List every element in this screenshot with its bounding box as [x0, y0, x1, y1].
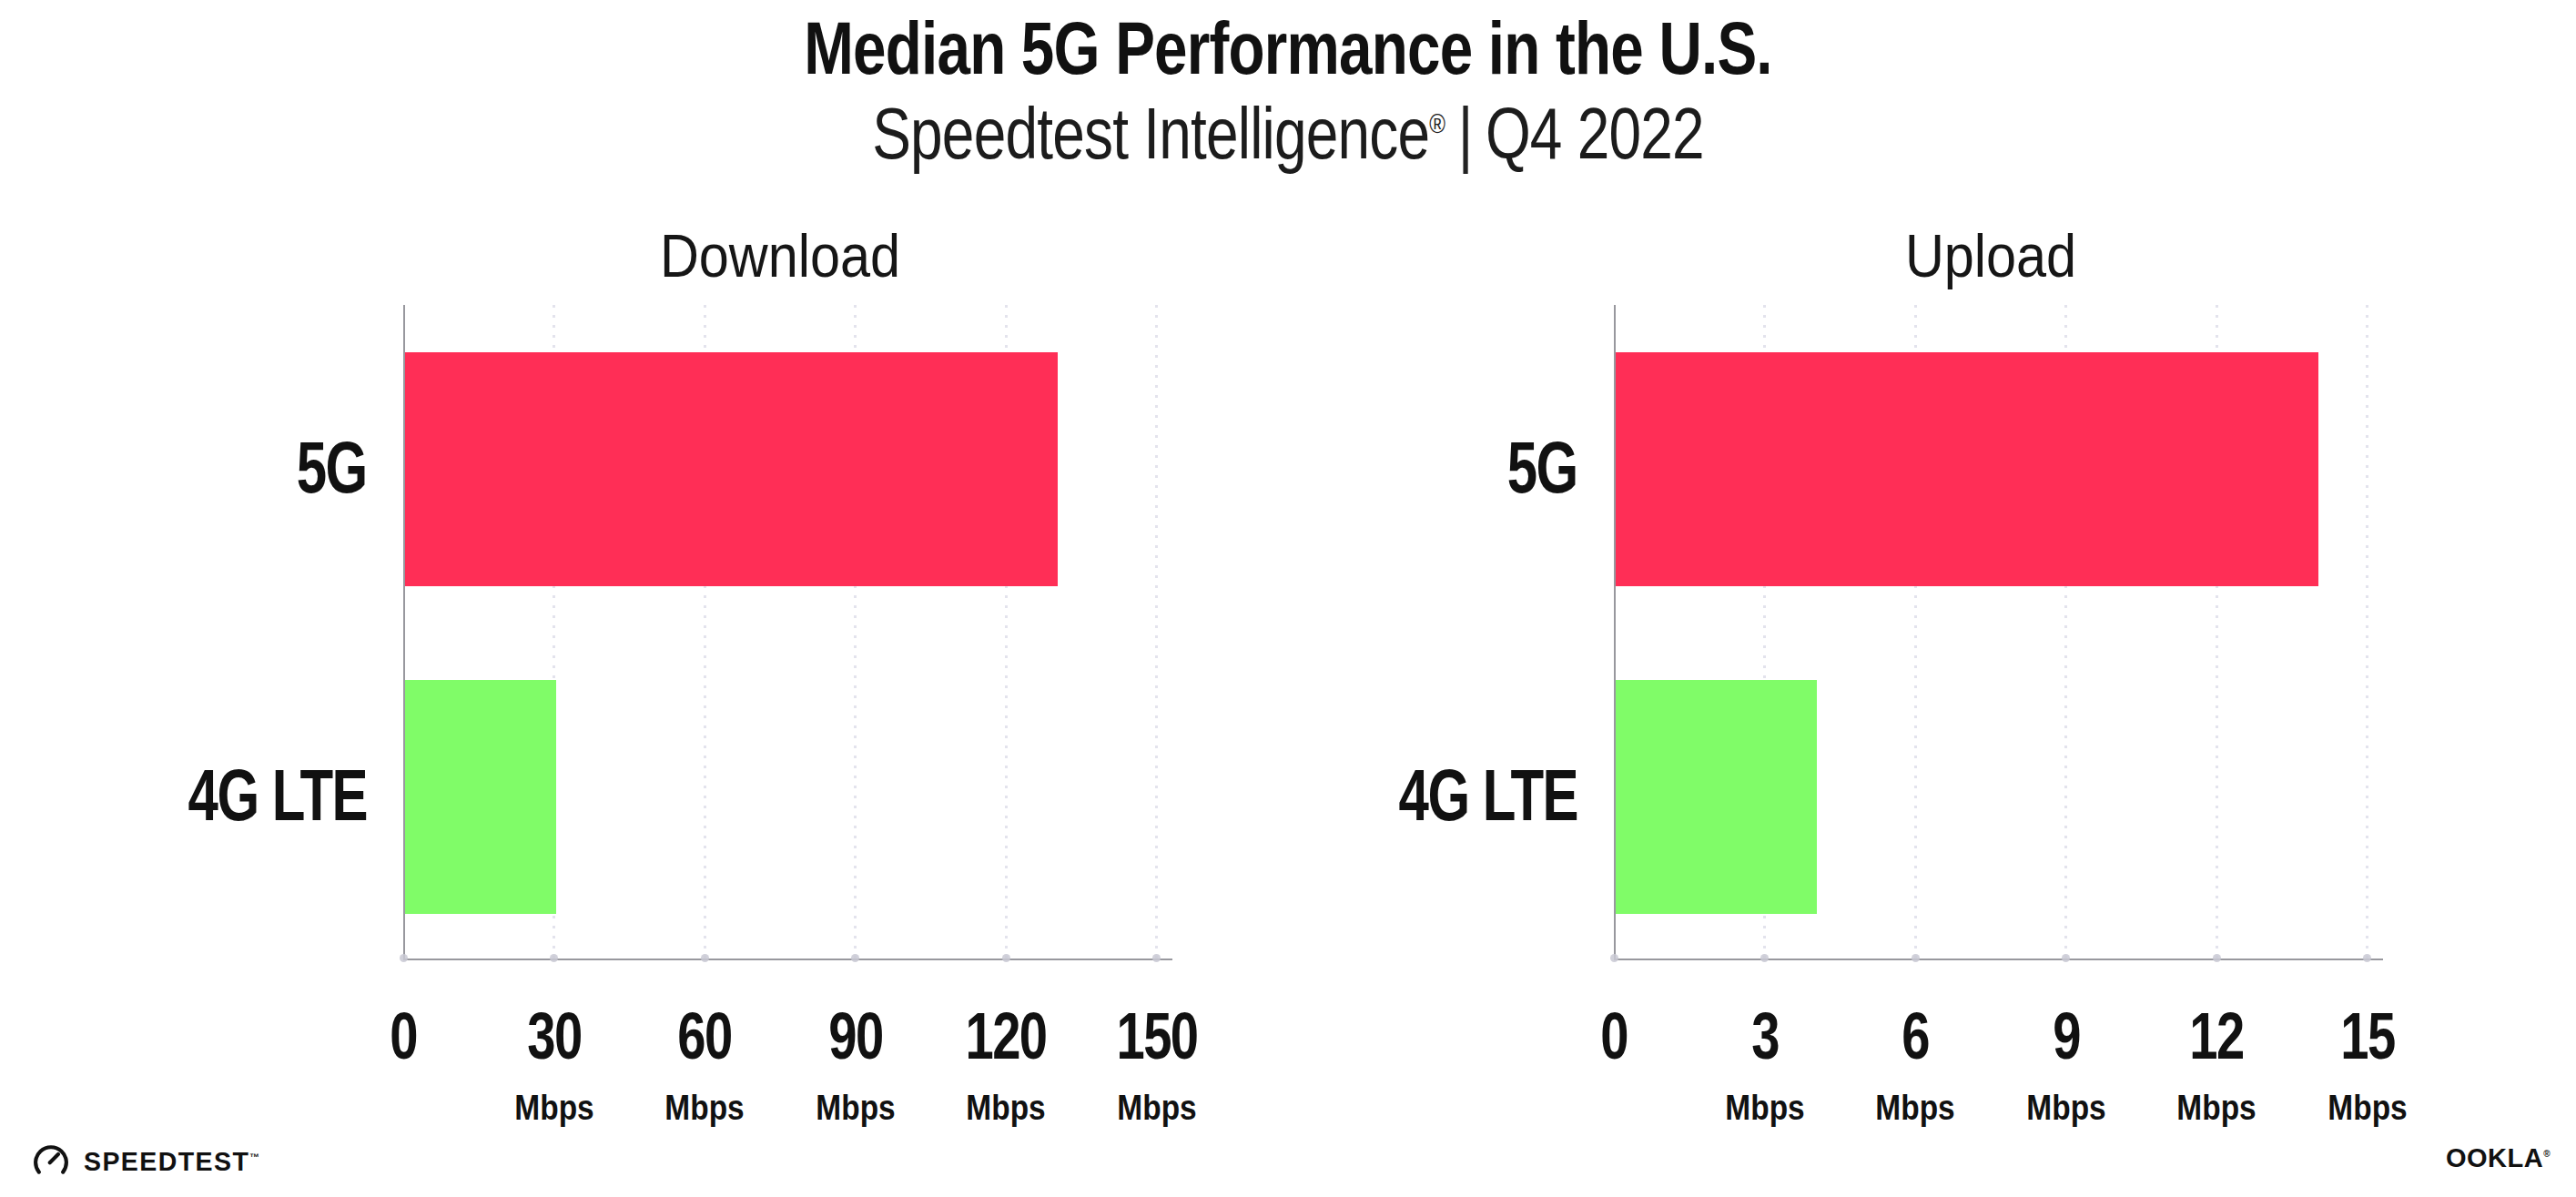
axis-tick-dot-download-120: [1002, 954, 1010, 962]
axis-tick-dot-upload-6: [1912, 954, 1920, 962]
axis-tick-dot-download-0: [400, 954, 408, 962]
plot-area-download: [403, 305, 1172, 959]
speedtest-logo: SPEEDTEST™: [31, 1141, 269, 1182]
subtitle-period: Q4 2022: [1486, 93, 1704, 174]
axis-tick-dot-upload-3: [1760, 954, 1769, 962]
x-tick-label-upload-9: 9: [2053, 1003, 2080, 1069]
axis-tick-dot-upload-15: [2363, 954, 2371, 962]
x-tick-unit-upload-9: Mbps: [2026, 1090, 2105, 1125]
x-tick-label-download-90: 90: [828, 1003, 882, 1069]
category-label-upload-4g-lte: 4G LTE: [1398, 759, 1577, 832]
x-tick-unit-download-90: Mbps: [816, 1090, 895, 1125]
axis-tick-dot-download-90: [851, 954, 859, 962]
chart-title-download: Download: [660, 226, 900, 286]
category-label-upload-5g: 5G: [1507, 431, 1577, 504]
axis-tick-dot-upload-12: [2213, 954, 2221, 962]
page-subtitle: Speedtest Intelligence®|Q4 2022: [872, 94, 1704, 174]
x-tick-label-upload-12: 12: [2189, 1003, 2243, 1069]
x-tick-label-download-60: 60: [677, 1003, 731, 1069]
page-title: Median 5G Performance in the U.S.: [804, 11, 1772, 86]
x-tick-unit-upload-12: Mbps: [2176, 1090, 2256, 1125]
axis-tick-dot-upload-0: [1610, 954, 1618, 962]
x-axis-line-upload: [1614, 959, 2383, 960]
gridline-upload-15: [2366, 305, 2368, 959]
x-tick-label-upload-3: 3: [1751, 1003, 1779, 1069]
x-axis-line-download: [403, 959, 1172, 960]
x-tick-label-download-150: 150: [1116, 1003, 1197, 1069]
trademark-mark: ™: [249, 1151, 260, 1162]
x-tick-unit-upload-15: Mbps: [2328, 1090, 2407, 1125]
bar-upload-5g: [1616, 352, 2318, 586]
chart-title-upload: Upload: [1905, 226, 2076, 286]
bar-download-4g-lte: [405, 680, 556, 914]
x-tick-unit-download-60: Mbps: [664, 1090, 744, 1125]
axis-tick-dot-download-30: [550, 954, 558, 962]
speedtest-wordmark: SPEEDTEST™: [84, 1148, 260, 1175]
speedtest-gauge-icon: [31, 1141, 71, 1182]
bar-download-5g: [405, 352, 1058, 586]
x-tick-unit-download-150: Mbps: [1117, 1090, 1196, 1125]
x-tick-unit-download-120: Mbps: [966, 1090, 1045, 1125]
axis-tick-dot-upload-9: [2062, 954, 2070, 962]
subtitle-separator: |: [1445, 93, 1486, 174]
axis-tick-dot-download-150: [1152, 954, 1161, 962]
axis-tick-dot-download-60: [701, 954, 709, 962]
category-label-download-5g: 5G: [297, 431, 367, 504]
gridline-download-150: [1155, 305, 1158, 959]
x-tick-label-upload-15: 15: [2340, 1003, 2394, 1069]
ookla-logo: OOKLA®: [2446, 1145, 2551, 1172]
subtitle-brand: Speedtest Intelligence: [872, 93, 1429, 174]
x-tick-unit-upload-6: Mbps: [1875, 1090, 1954, 1125]
plot-area-upload: [1614, 305, 2383, 959]
category-label-download-4g-lte: 4G LTE: [188, 759, 367, 832]
ookla-wordmark: OOKLA®: [2446, 1143, 2551, 1172]
x-tick-label-upload-0: 0: [1600, 1003, 1628, 1069]
bar-upload-4g-lte: [1616, 680, 1817, 914]
registered-mark: ®: [1429, 108, 1445, 138]
x-tick-unit-download-30: Mbps: [514, 1090, 593, 1125]
x-tick-label-download-30: 30: [527, 1003, 581, 1069]
x-tick-label-download-0: 0: [390, 1003, 417, 1069]
figure-canvas: Median 5G Performance in the U.S. Speedt…: [0, 0, 2576, 1197]
registered-mark: ®: [2543, 1149, 2551, 1159]
x-tick-unit-upload-3: Mbps: [1725, 1090, 1804, 1125]
x-tick-label-download-120: 120: [965, 1003, 1046, 1069]
x-tick-label-upload-6: 6: [1902, 1003, 1929, 1069]
